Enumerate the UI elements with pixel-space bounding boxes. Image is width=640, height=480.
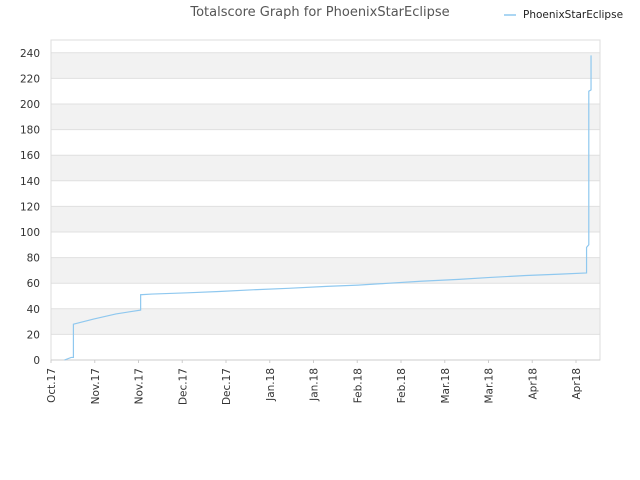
x-tick-label: Nov.17	[90, 368, 102, 404]
grid-band	[51, 52, 600, 79]
grid-band	[51, 206, 600, 232]
y-tick-label: 100	[20, 227, 40, 239]
y-tick-label: 20	[27, 329, 40, 341]
x-tick-label: Jan.18	[265, 368, 277, 402]
grid-band	[51, 78, 600, 104]
y-tick-label: 240	[20, 48, 40, 60]
grid-band	[51, 40, 600, 53]
y-tick-label: 220	[20, 73, 40, 85]
grid-band	[51, 232, 600, 258]
grid-band	[51, 257, 600, 284]
grid-band	[51, 104, 600, 130]
y-tick-label: 160	[20, 150, 40, 162]
grid-band	[51, 308, 600, 335]
legend-label: PhoenixStarEclipse	[523, 9, 623, 21]
legend: PhoenixStarEclipse	[504, 9, 623, 21]
y-tick-label: 80	[27, 253, 40, 265]
y-tick-label: 200	[20, 99, 40, 111]
grid-band	[51, 283, 600, 309]
y-tick-label: 120	[20, 201, 40, 213]
series-line	[64, 55, 592, 361]
grid-band	[51, 155, 600, 181]
x-tick-label: Feb.18	[396, 368, 408, 403]
x-tick-label: Dec.17	[177, 368, 189, 405]
x-tick-label: Dec.17	[221, 368, 233, 405]
grid-band	[51, 334, 600, 360]
y-tick-label: 60	[27, 278, 40, 290]
y-tick-label: 140	[20, 176, 40, 188]
x-tick-label: Jan.18	[309, 368, 321, 402]
chart-title: Totalscore Graph for PhoenixStarEclipse	[189, 5, 449, 20]
x-tick-label: Nov.17	[134, 368, 146, 404]
y-tick-label: 180	[20, 125, 40, 137]
plot-area: 0 20 40 60 80 100 120 140 160 180 200 220 240 Oct.17 N…	[20, 39, 601, 405]
x-tick-label: Oct.17	[46, 368, 58, 403]
y-tick-label: 40	[27, 304, 40, 316]
grid-band	[51, 129, 600, 156]
x-tick-label: Apr18	[571, 368, 583, 400]
x-tick-label: Mar.18	[440, 368, 452, 404]
x-tick-label: Feb.18	[352, 368, 364, 403]
x-tick-label: Mar.18	[484, 368, 496, 404]
y-tick-label: 0	[33, 355, 40, 367]
grid-band	[51, 180, 600, 207]
x-tick-label: Apr18	[527, 368, 539, 400]
